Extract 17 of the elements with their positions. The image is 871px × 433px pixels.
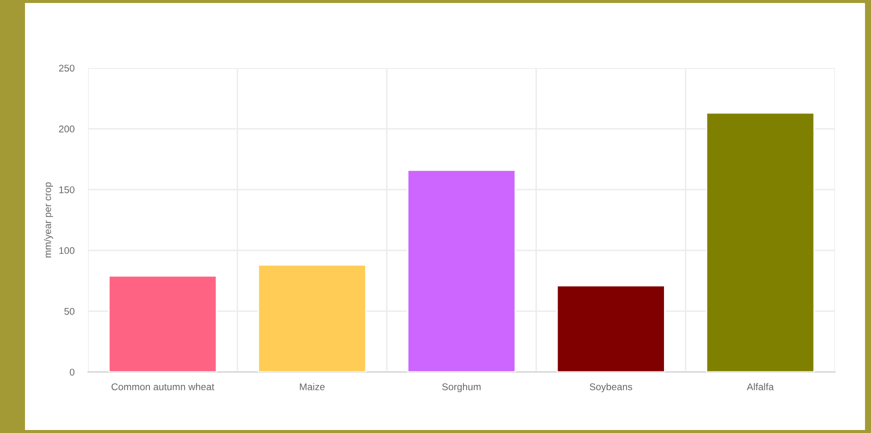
bar [407, 169, 516, 372]
y-axis-title: mm/year per crop [44, 182, 54, 258]
bar [108, 275, 218, 372]
bar [258, 264, 367, 372]
y-tick-label: 50 [64, 308, 74, 315]
bar [556, 284, 666, 372]
y-tick-label: 200 [59, 126, 74, 132]
x-tick-label: Common autumn wheat [112, 383, 214, 390]
x-tick-label: Soybeans [590, 383, 632, 392]
x-tick-label: Alfalfa [746, 383, 774, 390]
bar [706, 112, 815, 372]
y-tick-label: 0 [70, 368, 74, 376]
y-tick-label: 150 [59, 186, 74, 194]
x-tick-label: Maize [300, 383, 325, 390]
y-tick-label: 100 [59, 247, 74, 254]
y-tick-label: 250 [59, 64, 74, 72]
x-tick-label: Sorghum [442, 383, 481, 392]
